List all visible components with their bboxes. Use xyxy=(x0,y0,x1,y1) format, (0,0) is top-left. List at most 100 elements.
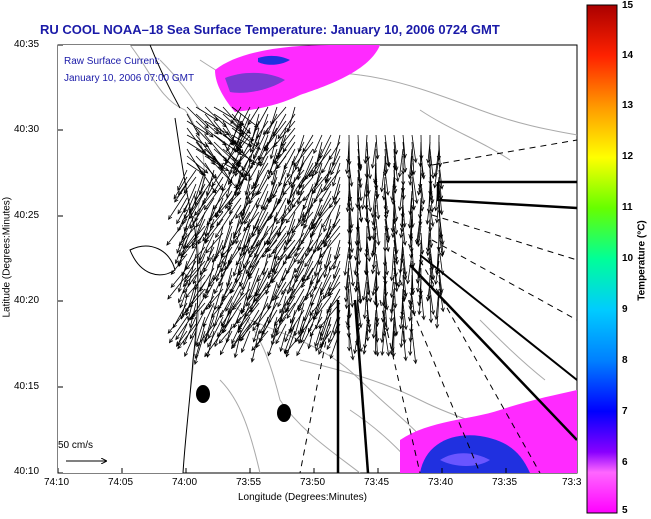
current-vector xyxy=(435,288,440,320)
current-vector xyxy=(258,141,278,164)
x-tick-label: 73:40 xyxy=(428,477,454,488)
current-vector-head xyxy=(307,344,312,350)
current-vector xyxy=(204,218,224,243)
current-vector-head xyxy=(280,141,285,147)
current-vector-head xyxy=(367,174,372,180)
current-vector-head xyxy=(301,216,306,221)
current-vector xyxy=(204,113,222,135)
current-vector-head xyxy=(234,278,239,284)
current-vector-head xyxy=(430,174,435,180)
legend-current-label: Raw Surface Current: xyxy=(64,56,161,67)
current-vector xyxy=(392,204,395,232)
current-vector xyxy=(214,225,224,260)
current-vector xyxy=(298,134,305,153)
current-vector xyxy=(348,162,353,187)
current-vector xyxy=(302,190,323,218)
current-vector xyxy=(221,239,233,272)
current-vector-head xyxy=(172,323,177,329)
current-vector-head xyxy=(374,185,379,191)
current-vector xyxy=(185,281,197,316)
y-tick-label: 40:25 xyxy=(14,210,40,221)
current-vector-head xyxy=(257,227,262,233)
radar-station-marker xyxy=(196,385,210,403)
current-vector xyxy=(366,197,368,222)
current-vector xyxy=(384,330,390,356)
current-vector xyxy=(214,274,224,294)
current-vector xyxy=(177,323,197,349)
current-vector xyxy=(294,260,305,283)
current-vector xyxy=(287,155,296,178)
current-vector-head xyxy=(270,180,275,186)
current-vector xyxy=(220,295,233,318)
current-vector-head xyxy=(366,257,372,262)
current-vector xyxy=(411,246,414,267)
current-vector-head xyxy=(350,281,355,287)
current-vector xyxy=(267,288,278,309)
current-vector xyxy=(314,246,323,276)
current-vector xyxy=(303,183,314,210)
current-vector xyxy=(304,197,314,229)
current-vector-head xyxy=(277,256,282,261)
current-vector xyxy=(170,253,188,275)
current-vector-head xyxy=(248,199,253,205)
current-vector-head xyxy=(323,227,328,233)
current-vector-head xyxy=(170,283,175,289)
current-vector xyxy=(248,162,260,182)
current-vector-head xyxy=(241,285,246,291)
current-vector-head xyxy=(251,346,256,351)
current-vector-head xyxy=(399,343,404,349)
current-vector-head xyxy=(324,178,329,184)
current-vector xyxy=(238,218,251,251)
current-vector xyxy=(195,323,206,359)
current-vector-head xyxy=(398,324,404,330)
current-vector-head xyxy=(294,268,299,274)
current-vector xyxy=(275,281,287,300)
current-vector xyxy=(241,183,251,216)
current-vector xyxy=(303,176,323,201)
current-vector-head xyxy=(386,351,391,357)
current-vector xyxy=(250,218,269,250)
current-vector xyxy=(231,127,261,150)
current-vector xyxy=(300,211,314,227)
current-vector-head xyxy=(416,242,421,248)
current-vector xyxy=(186,120,209,135)
current-vector xyxy=(347,190,350,212)
current-vector xyxy=(213,295,224,327)
current-vector-head xyxy=(243,176,248,181)
current-vector xyxy=(249,148,260,170)
current-vector xyxy=(239,253,251,287)
current-vector-head xyxy=(275,339,280,345)
current-vector-head xyxy=(371,291,376,297)
current-vector-head xyxy=(266,130,271,135)
current-vector xyxy=(348,218,353,253)
current-vector xyxy=(199,267,215,292)
current-vector xyxy=(319,330,332,349)
current-vector xyxy=(210,211,224,228)
current-vector-head xyxy=(402,240,407,246)
current-vector-head xyxy=(297,191,302,196)
current-vector xyxy=(178,239,188,267)
current-vector-head xyxy=(280,217,286,222)
colorbar-tick: 5 xyxy=(622,505,628,516)
current-vector-head xyxy=(350,355,355,361)
current-vector xyxy=(218,197,233,214)
current-vector xyxy=(271,323,278,345)
current-vector xyxy=(372,183,377,218)
current-vector xyxy=(279,295,287,323)
current-vector xyxy=(250,134,260,153)
current-vector-head xyxy=(267,174,272,180)
current-vector xyxy=(384,211,390,240)
current-vector xyxy=(267,218,287,246)
current-vector xyxy=(231,323,242,344)
current-vector xyxy=(411,169,418,204)
current-vector xyxy=(226,267,233,287)
current-vector xyxy=(393,155,399,182)
current-vector xyxy=(289,267,305,292)
current-vector xyxy=(427,218,431,252)
current-vector xyxy=(191,295,206,318)
current-vector-head xyxy=(349,207,354,213)
colorbar-tick: 10 xyxy=(622,253,634,264)
current-vector-head xyxy=(319,343,324,349)
current-vector-head xyxy=(366,190,371,195)
current-vector xyxy=(429,260,433,280)
